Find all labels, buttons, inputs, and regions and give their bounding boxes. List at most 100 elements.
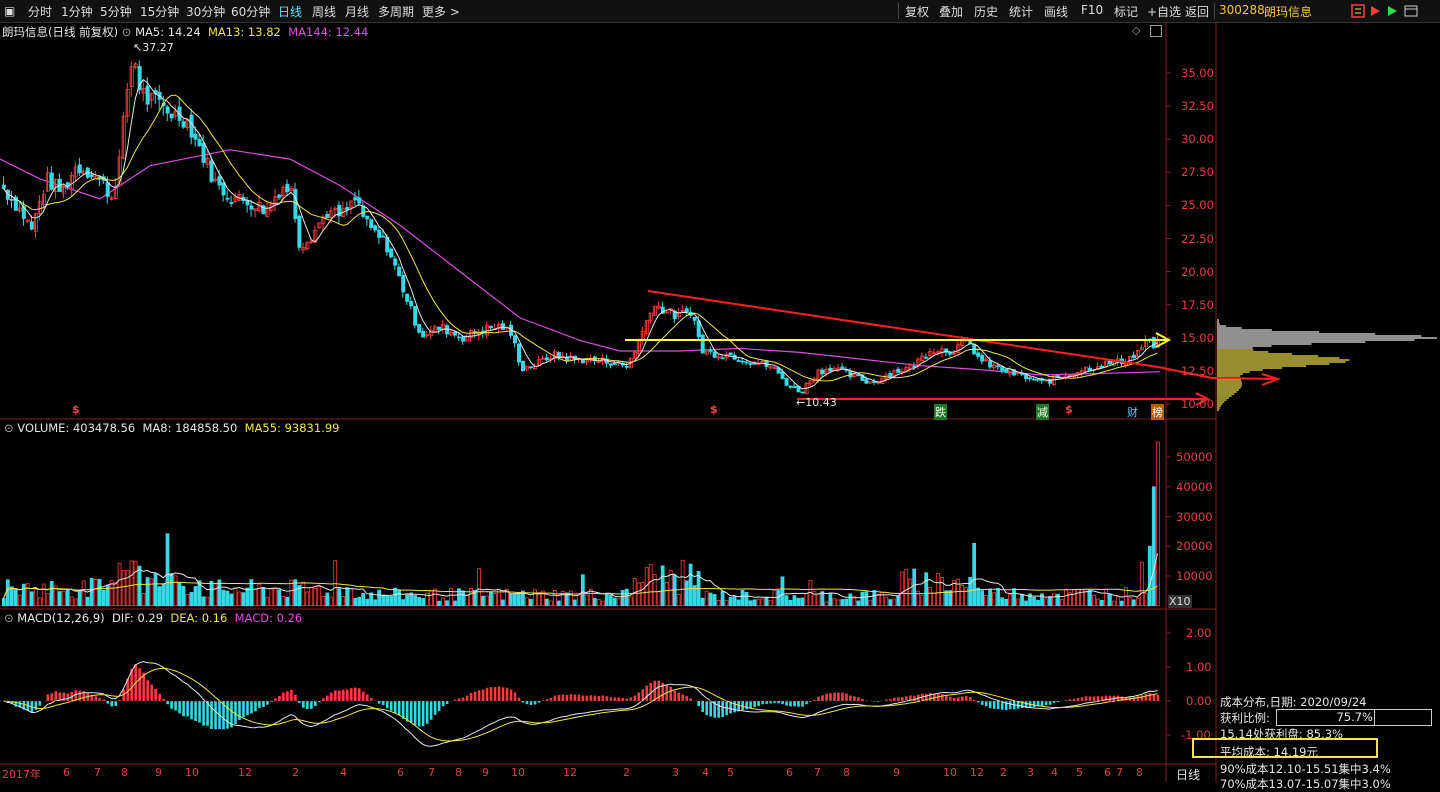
macd-bar (785, 701, 788, 706)
date-tick: 12 (238, 766, 252, 779)
macd-bar (558, 695, 561, 701)
volume-bar (641, 583, 644, 606)
limit-down-mark[interactable]: 跌 (934, 404, 947, 420)
volume-bar (1132, 600, 1135, 606)
volume-bar (1045, 599, 1048, 606)
volume-bar (1064, 589, 1067, 606)
dividend-mark[interactable]: $ (72, 403, 80, 416)
volume-bar (210, 581, 213, 605)
volume-bar (877, 594, 880, 605)
date-tick: 6 (1104, 766, 1111, 779)
volume-bar (745, 592, 748, 605)
macd-bar (282, 693, 285, 701)
date-tick: 8 (121, 766, 128, 779)
volume-bar (1013, 589, 1016, 606)
macd-bar (833, 693, 836, 701)
volume-bar (1112, 601, 1115, 606)
volume-bar (621, 590, 624, 605)
volume-bar (414, 596, 417, 606)
macd-bar (945, 695, 948, 701)
profit-ratio-box: 75.7% (1276, 709, 1432, 726)
macd-bar (51, 693, 54, 701)
volume-bar (1005, 599, 1008, 605)
volume-bar (378, 590, 381, 606)
volume-bar (825, 602, 828, 606)
volume-bar (398, 591, 401, 606)
macd-bar (582, 695, 585, 701)
volume-bar (402, 600, 405, 606)
volume-bar (1021, 594, 1024, 605)
billboard-mark[interactable]: 榜 (1151, 404, 1164, 420)
candle-body (1005, 369, 1008, 372)
dividend-mark[interactable]: $ (1065, 403, 1073, 416)
volume-bar (921, 596, 924, 606)
volume-bar (78, 590, 81, 606)
macd-bar (214, 701, 217, 729)
volume-bar (665, 582, 668, 605)
candle-body (454, 332, 457, 335)
volume-bar (358, 597, 361, 606)
macd-bar (422, 701, 425, 726)
candle-body (565, 357, 568, 361)
macd-bar (162, 699, 165, 701)
macd-bar (941, 694, 944, 701)
volume-bar (14, 589, 17, 606)
candle-body (106, 182, 109, 196)
macd-bar (314, 701, 317, 706)
macd-bar (829, 693, 832, 701)
trendline-extension[interactable] (1212, 378, 1276, 379)
volume-bar (761, 599, 764, 606)
candle-body (517, 344, 520, 362)
macd-bar (1133, 697, 1136, 701)
macd-bar (753, 701, 756, 707)
macd-bar (733, 701, 736, 712)
candle-body (545, 358, 548, 360)
volume-bar (70, 597, 73, 606)
macd-bar (757, 701, 760, 706)
volume-bar (593, 598, 596, 605)
volume-bar (390, 596, 393, 605)
macd-bar (554, 696, 557, 701)
volume-unit-label: X10 (1168, 595, 1192, 608)
macd-bar (174, 701, 177, 711)
volume-bar (617, 599, 620, 606)
macd-bar (462, 698, 465, 701)
volume-bar (1088, 590, 1091, 606)
macd-bar (498, 687, 501, 701)
macd-bar (410, 701, 413, 723)
volume-bar (146, 578, 149, 606)
volume-tick: 40000 (1176, 480, 1213, 494)
candle-body (513, 336, 516, 343)
candle-body (1001, 367, 1004, 371)
volume-bar (258, 584, 261, 606)
financial-report-mark[interactable]: 财 (1127, 404, 1138, 420)
volume-bar (262, 588, 265, 606)
volume-bar (477, 569, 480, 606)
volume-bar (717, 600, 720, 605)
macd-bar (1041, 701, 1044, 706)
macd-bar (294, 695, 297, 701)
volume-bar (673, 575, 676, 606)
volume-bar (346, 588, 349, 606)
volume-bar (118, 564, 121, 606)
macd-bar (326, 696, 329, 701)
volume-bar (1092, 595, 1095, 605)
macd-bar (94, 696, 97, 701)
candle-body (358, 198, 361, 203)
volume-bar (605, 593, 608, 605)
candle-body (446, 326, 449, 334)
volume-bar (1009, 595, 1012, 606)
volume-bar (86, 597, 89, 605)
candle-body (729, 353, 732, 355)
reduce-holding-mark[interactable]: 减 (1036, 404, 1049, 420)
candle-body (489, 326, 492, 327)
volume-bar (513, 594, 516, 605)
dividend-mark[interactable]: $ (710, 403, 718, 416)
macd-bar (566, 695, 569, 701)
volume-bar (126, 571, 129, 606)
date-tick: 2 (623, 766, 630, 779)
macd-bar (210, 701, 213, 729)
candle-body (374, 226, 377, 230)
candle-body (298, 216, 301, 247)
